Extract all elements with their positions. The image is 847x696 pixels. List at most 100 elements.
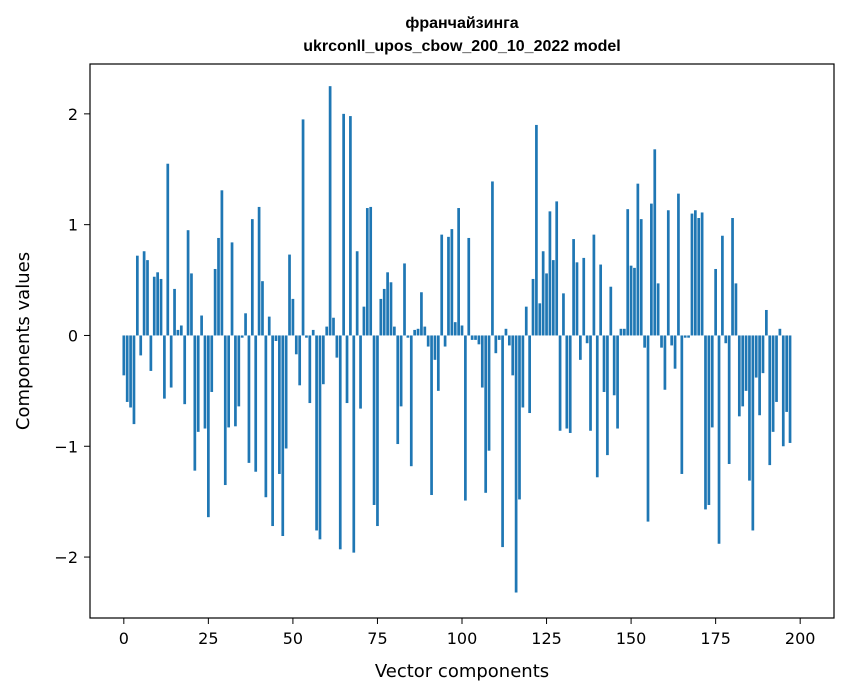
- bar-75: [376, 335, 379, 527]
- plot-frame: [89, 63, 835, 619]
- bar-96: [447, 236, 450, 336]
- bar-185: [748, 335, 751, 481]
- bar-69: [355, 251, 359, 336]
- bar-76: [379, 298, 383, 336]
- bar-44: [271, 335, 274, 527]
- bar-144: [609, 286, 613, 336]
- bar-50: [291, 298, 295, 336]
- bar-15: [173, 288, 176, 336]
- y-axis-label: Components values: [13, 252, 34, 430]
- bar-139: [592, 234, 596, 336]
- bar-58: [318, 335, 322, 540]
- bar-20: [190, 273, 193, 336]
- bar-114: [507, 335, 511, 346]
- bar-16: [176, 329, 180, 336]
- bar-80: [393, 326, 396, 336]
- x-tick-label: 175: [700, 629, 731, 648]
- bar-98: [453, 322, 457, 336]
- bar-152: [636, 183, 640, 336]
- bar-18: [183, 335, 187, 405]
- bar-65: [342, 113, 345, 336]
- bar-134: [575, 262, 579, 336]
- bar-70: [359, 335, 362, 409]
- bar-22: [196, 335, 200, 432]
- bar-35: [240, 335, 244, 338]
- bar-92: [433, 335, 437, 360]
- bar-186: [751, 335, 755, 531]
- bar-112: [501, 335, 504, 548]
- x-tick-label: 75: [367, 629, 387, 648]
- bar-175: [714, 268, 717, 336]
- bar-56: [311, 329, 315, 336]
- bar-46: [278, 335, 281, 474]
- bar-168: [690, 213, 694, 336]
- bar-86: [413, 329, 417, 336]
- bar-24: [203, 335, 207, 429]
- bar-6: [142, 251, 146, 336]
- bar-83: [403, 263, 406, 336]
- bar-181: [734, 283, 738, 336]
- bar-151: [633, 267, 636, 336]
- bar-174: [710, 335, 714, 428]
- bar-7: [146, 260, 149, 336]
- bar-163: [673, 335, 677, 369]
- bar-166: [683, 335, 687, 338]
- x-axis-ticks: 0 25 50 75 100 125 150 175 200: [119, 618, 815, 648]
- bar-194: [778, 328, 782, 336]
- bar-131: [565, 335, 569, 429]
- bar-73: [369, 206, 373, 336]
- x-tick-label: 50: [283, 629, 303, 648]
- bar-179: [727, 335, 731, 464]
- bar-81: [396, 335, 400, 445]
- bar-197: [788, 335, 792, 443]
- bar-29: [220, 190, 224, 336]
- bar-23: [200, 315, 203, 336]
- bar-138: [589, 335, 592, 431]
- bar-48: [284, 335, 288, 449]
- bar-195: [781, 335, 785, 447]
- bar-193: [775, 335, 778, 402]
- bar-176: [717, 335, 721, 544]
- bar-128: [555, 201, 559, 336]
- bar-109: [491, 181, 494, 336]
- bar-110: [494, 335, 498, 354]
- bar-165: [680, 335, 684, 474]
- bar-115: [511, 335, 515, 376]
- bar-173: [707, 335, 711, 505]
- bar-0: [122, 335, 126, 376]
- bar-93: [436, 335, 440, 391]
- bar-13: [166, 163, 170, 336]
- bar-136: [582, 257, 586, 336]
- bar-178: [724, 335, 728, 344]
- bar-180: [731, 218, 734, 336]
- y-tick-label: −1: [54, 437, 78, 456]
- bar-62: [332, 317, 335, 336]
- bar-47: [281, 335, 285, 537]
- chart-title-line2: ukrconll_upos_cbow_200_10_2022 model: [303, 38, 620, 55]
- bar-55: [308, 335, 312, 404]
- bar-108: [487, 335, 491, 451]
- bar-8: [149, 335, 153, 371]
- bar-183: [741, 335, 745, 407]
- bar-14: [169, 335, 173, 388]
- bar-74: [372, 335, 376, 505]
- y-axis-ticks: −2 −1 0 1 2: [54, 105, 90, 567]
- bar-43: [267, 316, 271, 336]
- bar-84: [406, 335, 410, 338]
- bar-121: [531, 278, 535, 336]
- bar-64: [338, 335, 342, 550]
- bar-42: [264, 335, 268, 498]
- y-tick-label: 1: [68, 216, 78, 235]
- x-tick-label: 125: [531, 629, 562, 648]
- bar-125: [545, 273, 548, 336]
- bar-95: [443, 335, 447, 347]
- bar-124: [541, 251, 545, 336]
- x-tick-label: 100: [447, 629, 478, 648]
- bar-103: [470, 335, 474, 340]
- bar-11: [159, 278, 163, 336]
- bar-164: [677, 193, 680, 336]
- bar-82: [399, 335, 403, 407]
- bar-52: [298, 335, 302, 386]
- bar-145: [612, 335, 616, 396]
- bar-49: [288, 254, 291, 336]
